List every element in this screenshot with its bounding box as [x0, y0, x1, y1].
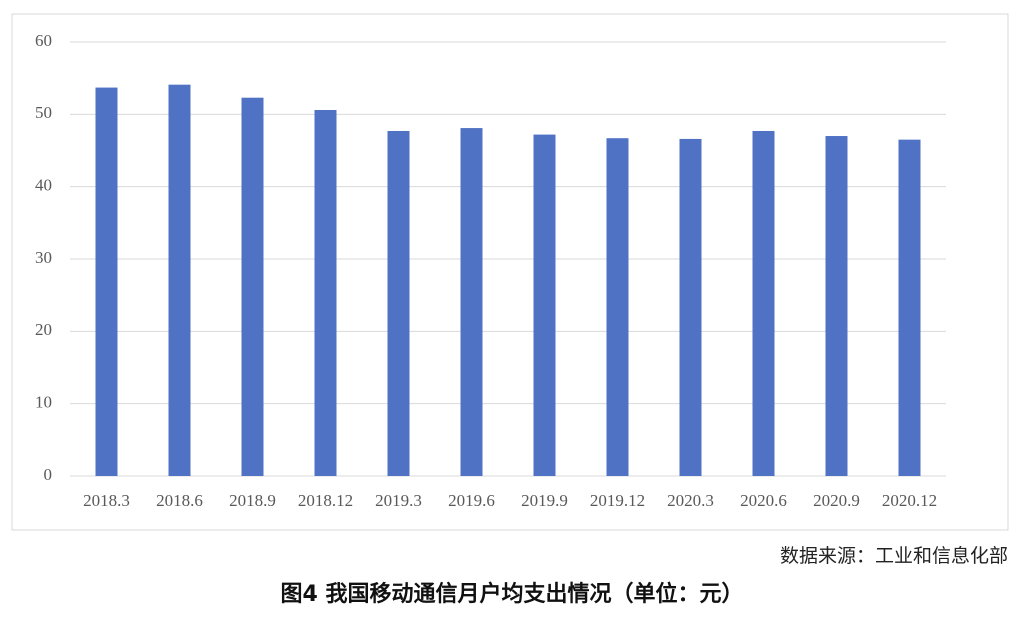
bar: [533, 134, 556, 476]
x-tick-label: 2020.3: [667, 491, 714, 510]
x-tick-label: 2019.9: [521, 491, 568, 510]
y-tick-label: 50: [35, 103, 52, 122]
bar: [825, 136, 848, 477]
bar: [460, 128, 483, 476]
x-tick-label: 2018.3: [83, 491, 130, 510]
y-tick-label: 20: [35, 320, 52, 339]
x-tick-label: 2019.3: [375, 491, 422, 510]
bar: [314, 109, 337, 476]
bar: [898, 139, 921, 476]
x-tick-label: 2019.12: [590, 491, 645, 510]
x-tick-label: 2020.9: [813, 491, 860, 510]
chart-title: 图4 我国移动通信月户均支出情况（单位：元）: [281, 581, 744, 607]
source-note: 数据来源：工业和信息化部: [780, 545, 1008, 567]
x-tick-label: 2020.6: [740, 491, 787, 510]
bar: [387, 130, 410, 476]
x-tick-label: 2019.6: [448, 491, 495, 510]
bar: [679, 138, 702, 476]
x-tick-label: 2020.12: [882, 491, 937, 510]
x-tick-label: 2018.9: [229, 491, 276, 510]
bar: [168, 84, 191, 476]
y-tick-label: 60: [35, 31, 52, 50]
chart-frame: [11, 13, 1009, 531]
y-tick-label: 10: [35, 393, 52, 412]
bar: [241, 97, 264, 477]
y-tick-label: 0: [44, 465, 53, 484]
y-tick-label: 30: [35, 248, 52, 267]
y-tick-label: 40: [35, 176, 52, 195]
bar: [752, 130, 775, 476]
x-tick-label: 2018.12: [298, 491, 353, 510]
bar: [95, 87, 118, 476]
x-tick-label: 2018.6: [156, 491, 203, 510]
bar: [606, 138, 629, 476]
